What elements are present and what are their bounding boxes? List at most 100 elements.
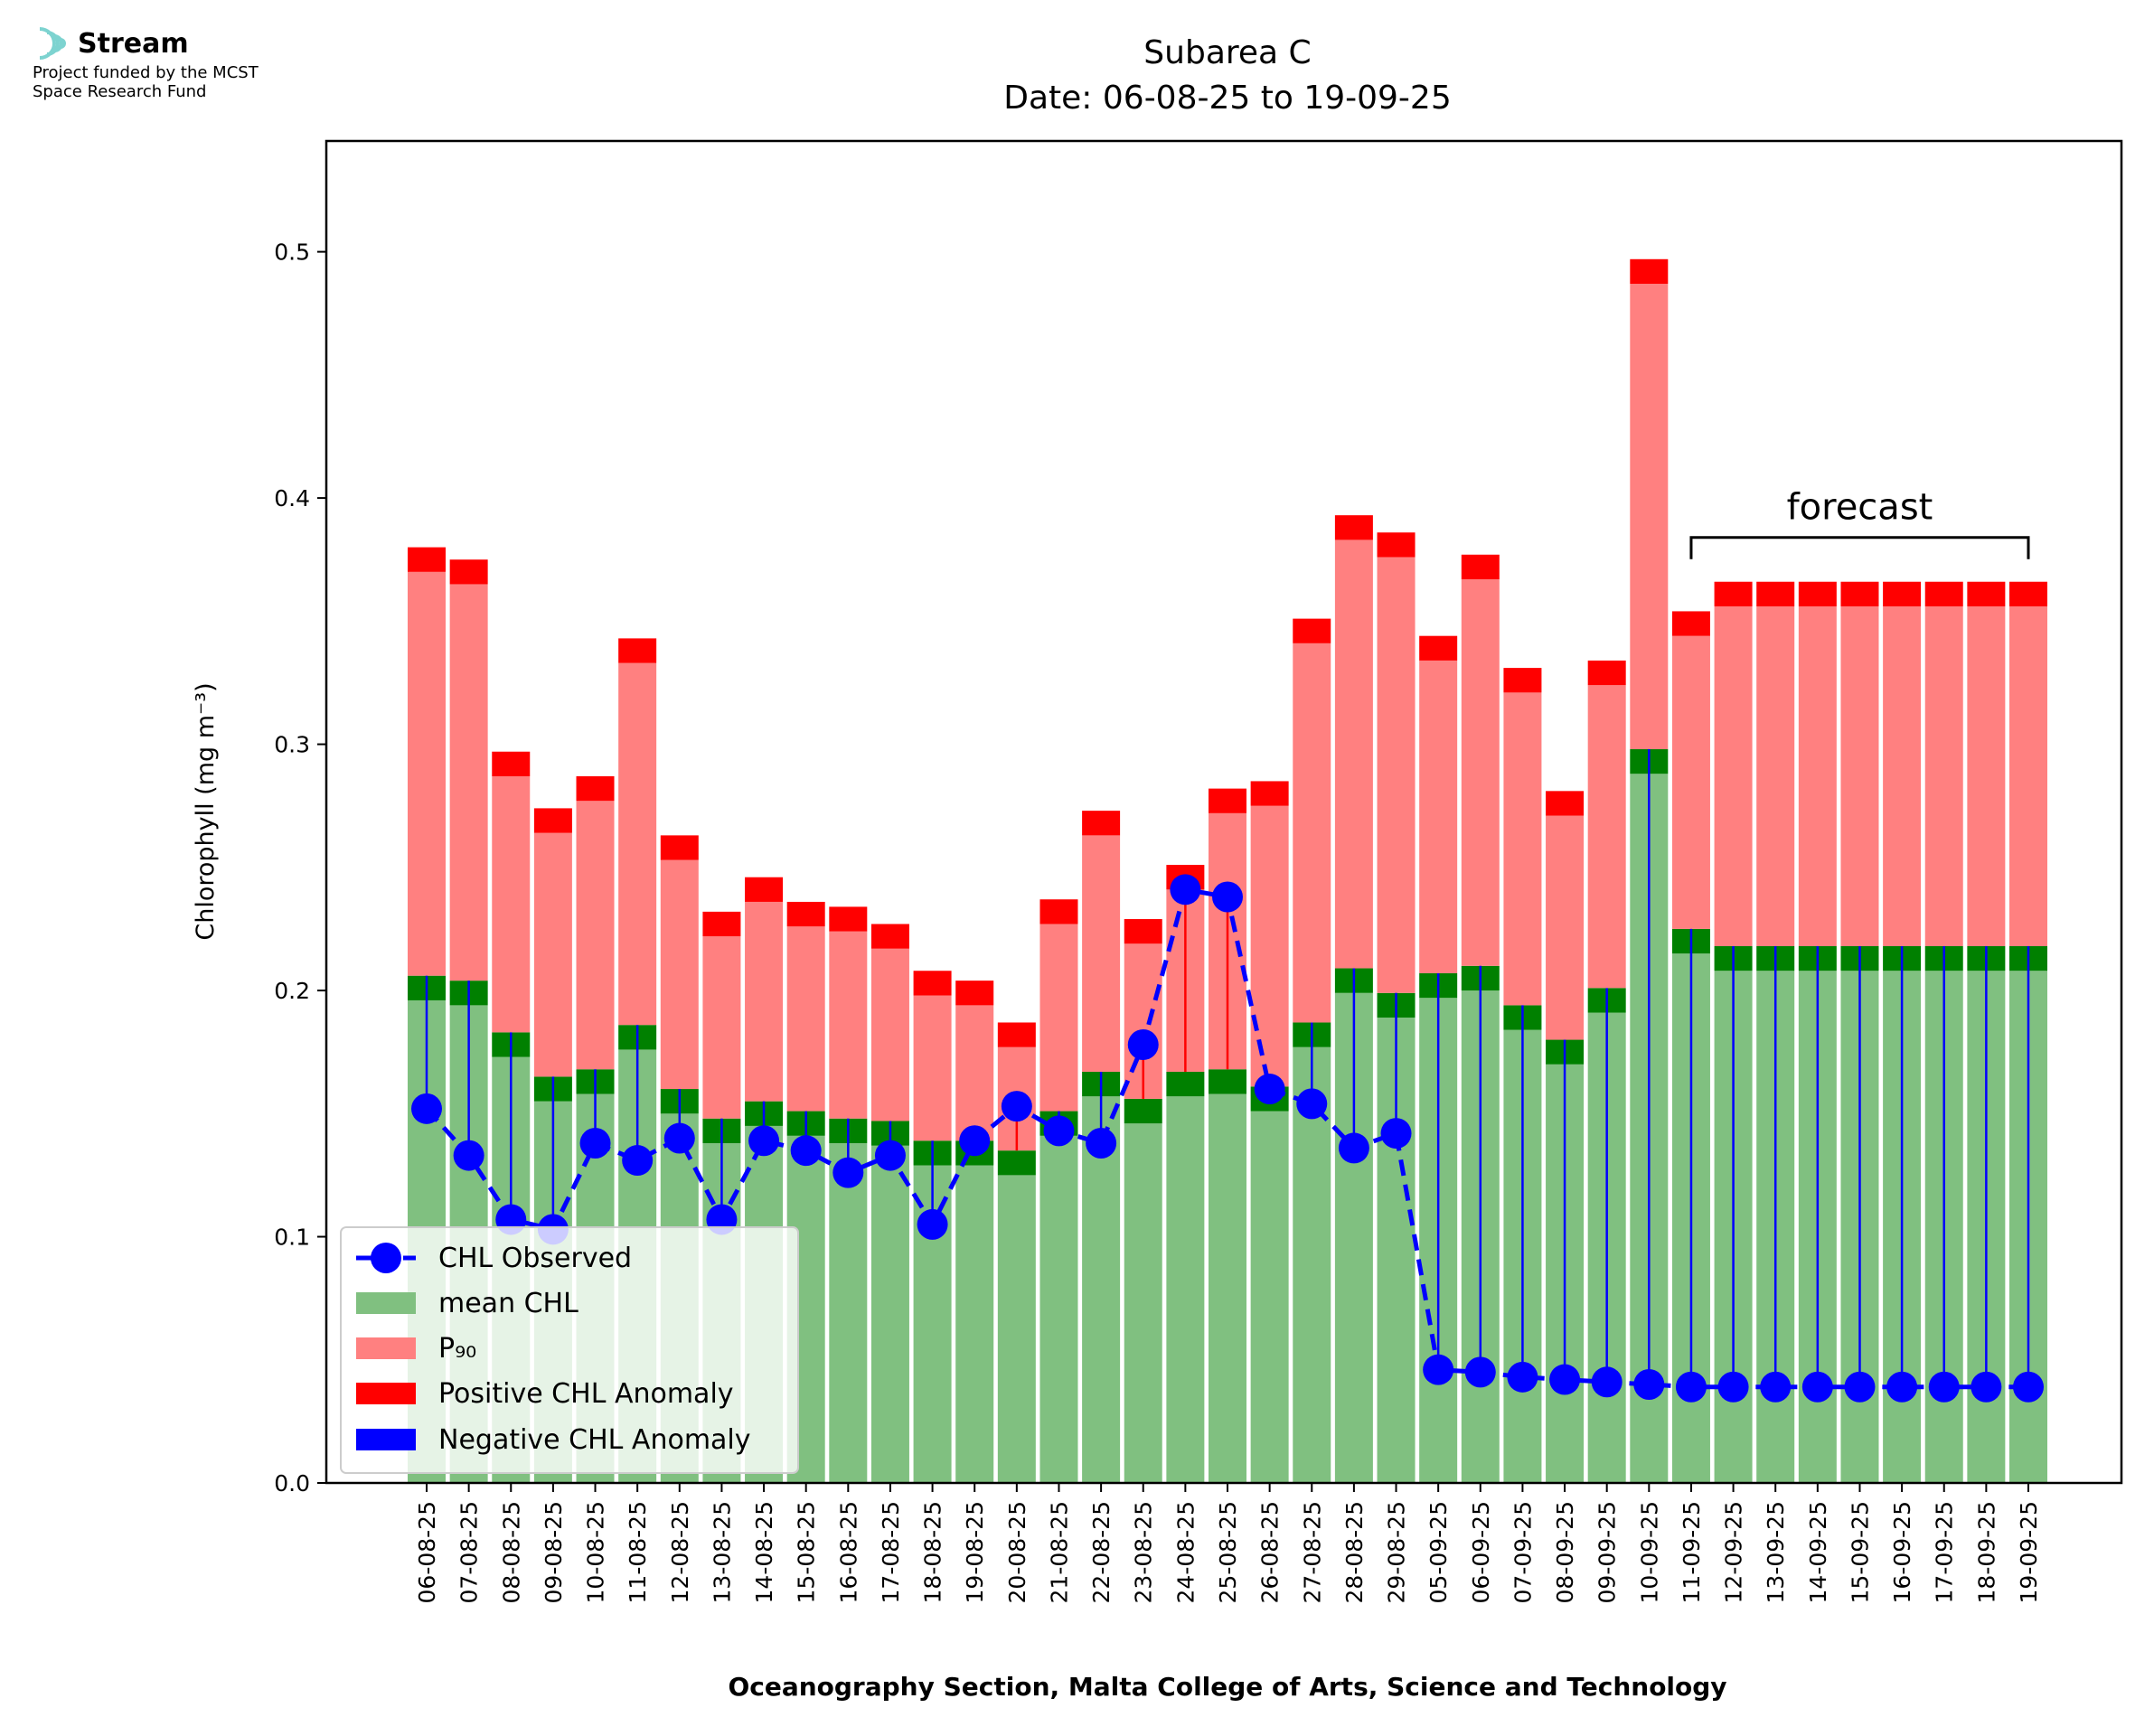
p90-bar [1546,815,1585,1040]
p90-band [1039,899,1078,924]
observed-point [1591,1366,1623,1398]
x-tick-label: 12-08-25 [667,1501,693,1603]
legend-label: Negative CHL Anomaly [438,1424,751,1456]
mean-band [1166,1071,1205,1097]
x-tick-label: 05-09-25 [1425,1501,1452,1603]
observed-point [1760,1371,1792,1403]
p90-bar [786,926,825,1112]
observed-point [1001,1091,1032,1122]
p90-band [618,638,657,663]
mean-chl-bar [1082,1096,1121,1483]
logo-name: Stream [78,27,189,60]
observed-point [579,1127,611,1159]
anomaly-lines-layer [425,749,2030,1387]
p90-bar [1293,643,1331,1023]
p90-bar [1419,660,1458,973]
observed-point [1380,1118,1412,1150]
x-tick-label: 06-09-25 [1468,1501,1494,1603]
p90-bar [1461,579,1500,966]
stream-logo: Stream Project funded by the MCST Space … [33,23,340,101]
x-tick-label: 15-09-25 [1847,1501,1873,1603]
p90-band [1798,581,1837,606]
mean-chl-bar [955,1165,994,1483]
x-tick-label: 19-09-25 [2016,1501,2042,1603]
p90-bar [492,775,531,1033]
p90-band [1587,660,1626,686]
observed-point [1043,1115,1075,1147]
p90-band [1630,258,1669,285]
observed-point [663,1122,695,1154]
x-tick-label: 16-08-25 [835,1501,861,1603]
observed-point [748,1125,780,1157]
p90-band [745,877,784,902]
p90-bar [660,859,699,1090]
p90-bar [1967,605,2006,946]
p90-band [1461,554,1500,580]
x-tick-label: 07-09-25 [1510,1501,1536,1603]
legend-label: Positive CHL Anomaly [438,1378,734,1410]
x-tick-label: 14-08-25 [751,1501,777,1603]
p90-bar [2009,605,2047,946]
observed-point [1464,1356,1496,1388]
y-axis-label: Chlorophyll (mg m⁻³) [192,682,220,940]
x-tick-label: 18-09-25 [1973,1501,1999,1603]
p90-bar [913,995,952,1141]
legend-box [340,1226,799,1474]
mean-chl-bar [829,1142,868,1483]
p90-band [1503,668,1542,693]
p90-band [1756,581,1795,606]
legend-negative-swatch [356,1429,416,1450]
observed-point [1423,1354,1454,1385]
observed-point [1296,1088,1328,1120]
p90-bar [702,936,741,1119]
mean-band [997,1150,1036,1176]
x-tick-label: 22-08-25 [1088,1501,1115,1603]
x-tick-label: 09-09-25 [1594,1501,1621,1603]
observed-point [1801,1371,1833,1403]
legend-label: mean CHL [438,1288,578,1319]
x-tick-label: 16-09-25 [1889,1501,1915,1603]
observed-point [622,1145,654,1177]
legend-observed-marker [371,1243,401,1273]
p90-band [576,775,615,802]
mean-chl-bar [1124,1123,1162,1483]
observed-point [790,1135,822,1167]
p90-band [1124,919,1162,944]
legend: CHL Observed mean CHL P₉₀ Positive CHL Anom… [340,1226,799,1474]
x-tick-label: 10-08-25 [583,1501,609,1603]
funding-line-1: Project funded by the MCST [33,63,259,82]
y-tick-label: 0.3 [274,732,310,758]
x-tick-label: 23-08-25 [1131,1501,1157,1603]
observed-point [1254,1074,1285,1105]
forecast-bracket [1689,536,2030,559]
mean-chl-bar [1166,1096,1205,1483]
funding-note: Project funded by the MCST Space Researc… [33,63,340,101]
x-tick-label: 17-09-25 [1932,1501,1958,1603]
p90-bar [745,901,784,1102]
p90-band [492,751,531,776]
p90-bar [1587,685,1626,989]
funding-line-2: Space Research Fund [33,82,207,101]
p90-band [1334,515,1373,540]
observed-point [1886,1371,1918,1403]
y-tick-label: 0.2 [274,978,310,1004]
observed-point [1170,874,1201,906]
p90-band [1250,781,1289,806]
p90-band [1293,618,1331,643]
x-tick-label: 15-08-25 [794,1501,820,1603]
mean-chl-bar [1250,1111,1289,1483]
observed-point [1971,1371,2002,1403]
x-tick-label: 21-08-25 [1046,1501,1072,1603]
p90-bar [1250,805,1289,1087]
x-tick-label: 13-08-25 [709,1501,735,1603]
observed-point [959,1125,991,1157]
legend-label: P₉₀ [438,1333,476,1365]
p90-bar [1082,835,1121,1072]
mean-chl-bar [870,1145,909,1483]
p90-band [449,559,488,585]
p90-bar [533,832,572,1077]
observed-point [1338,1132,1369,1164]
legend-p90-swatch [356,1337,416,1359]
x-tick-label: 09-08-25 [541,1501,567,1603]
